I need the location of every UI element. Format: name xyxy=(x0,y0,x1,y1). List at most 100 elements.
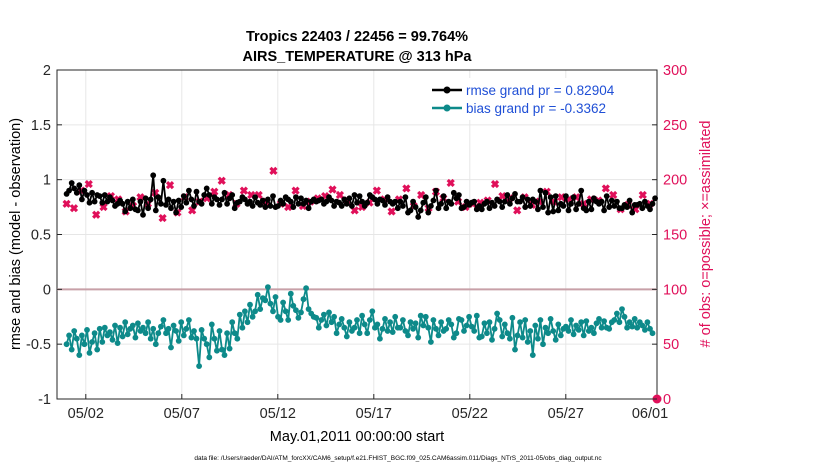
bias-point xyxy=(433,325,439,332)
obs-marker-stroke xyxy=(417,190,426,200)
bias-point xyxy=(112,322,118,329)
rmse-point xyxy=(642,198,648,205)
obs-marker xyxy=(284,202,293,212)
bias-point xyxy=(621,313,628,320)
bias-point xyxy=(336,321,343,328)
bias-point xyxy=(163,330,169,337)
rmse-point xyxy=(636,200,643,207)
bias-point xyxy=(616,319,623,326)
x-tick-label: 05/22 xyxy=(452,406,488,422)
rmse-point xyxy=(400,203,406,209)
obs-marker xyxy=(136,193,145,202)
bias-point xyxy=(165,325,172,332)
bias-point xyxy=(407,319,414,326)
rmse-point xyxy=(550,208,557,215)
rmse-point xyxy=(374,200,381,207)
bias-point xyxy=(290,302,297,309)
bias-point xyxy=(89,339,95,345)
rmse-point xyxy=(611,203,618,209)
rmse-point xyxy=(545,209,551,216)
bias-point xyxy=(389,329,396,335)
bias-point xyxy=(193,335,200,342)
rmse-point xyxy=(193,188,200,195)
rmse-point xyxy=(433,187,439,194)
bias-point xyxy=(191,328,197,334)
rmse-point xyxy=(183,199,190,206)
bias-point xyxy=(224,330,231,337)
rmse-point xyxy=(242,196,248,203)
y-tick-label-left: 2 xyxy=(43,63,51,79)
bias-point xyxy=(356,330,363,337)
bias-point xyxy=(588,324,595,331)
bias-point xyxy=(91,330,98,337)
bias-point xyxy=(629,323,636,330)
bias-point xyxy=(552,336,559,343)
x-tick-label: 05/02 xyxy=(68,406,104,422)
rmse-point xyxy=(614,198,620,205)
bias-point xyxy=(300,296,307,303)
obs-marker-stroke xyxy=(158,213,167,223)
obs-marker-stroke xyxy=(284,202,293,212)
rmse-point xyxy=(84,192,90,198)
rmse-point xyxy=(104,198,111,205)
rmse-point xyxy=(578,187,585,194)
bias-point xyxy=(328,319,335,326)
bias-point xyxy=(132,334,139,341)
obs-marker xyxy=(217,176,226,185)
rmse-point xyxy=(422,194,429,201)
bias-point xyxy=(341,324,348,331)
obs-marker xyxy=(601,184,610,193)
bias-point xyxy=(359,312,365,319)
rmse-point xyxy=(560,203,567,209)
rmse-point xyxy=(180,193,187,200)
bias-point xyxy=(214,347,220,354)
rmse-point xyxy=(499,204,506,211)
obs-marker xyxy=(513,206,522,215)
rmse-point xyxy=(150,172,157,179)
obs-marker xyxy=(62,199,71,208)
obs-marker xyxy=(335,190,345,200)
bias-point xyxy=(468,323,475,330)
bias-point xyxy=(573,322,579,329)
data-file-footer: data file: /Users/raeder/DAI/ATM_forcXX/… xyxy=(194,455,602,462)
y-tick-label-left: -1 xyxy=(38,392,51,408)
rmse-point xyxy=(160,177,167,184)
bias-point xyxy=(563,323,569,330)
bias-point xyxy=(575,327,582,333)
x-tick-label: 05/12 xyxy=(260,406,296,422)
rmse-point xyxy=(415,214,422,220)
rmse-point xyxy=(517,198,523,205)
rmse-point xyxy=(532,198,539,205)
bias-point xyxy=(257,306,264,312)
rmse-point xyxy=(86,199,93,206)
bias-point xyxy=(522,317,529,323)
bias-point xyxy=(450,334,457,341)
bias-point xyxy=(178,319,185,326)
bias-point xyxy=(387,319,393,326)
rmse-point xyxy=(522,204,529,211)
rmse-point xyxy=(504,192,511,198)
rmse-point xyxy=(173,209,180,216)
rmse-point xyxy=(402,194,409,201)
bias-point xyxy=(634,324,641,331)
chart-title-line2: AIRS_TEMPERATURE @ 313 hPa xyxy=(242,49,472,65)
x-axis-label: May.01,2011 00:00:00 start xyxy=(270,429,444,445)
bias-point xyxy=(580,332,587,339)
bias-point xyxy=(206,354,213,361)
rmse-point xyxy=(236,198,243,205)
bias-point xyxy=(527,328,534,334)
rmse-point xyxy=(68,180,75,186)
bias-point xyxy=(354,317,360,323)
legend-bias-marker xyxy=(443,104,451,112)
rmse-point xyxy=(142,195,149,202)
legend: rmse grand pr = 0.82904 bias grand pr = … xyxy=(428,78,650,120)
rmse-point xyxy=(224,200,231,207)
bias-point xyxy=(473,312,480,319)
rmse-point xyxy=(81,187,88,194)
bias-point xyxy=(114,340,121,346)
rmse-point xyxy=(122,208,129,215)
rmse-point xyxy=(509,195,516,202)
bias-series-layer xyxy=(63,284,656,369)
rmse-point xyxy=(394,205,401,212)
rmse-line xyxy=(65,174,656,218)
